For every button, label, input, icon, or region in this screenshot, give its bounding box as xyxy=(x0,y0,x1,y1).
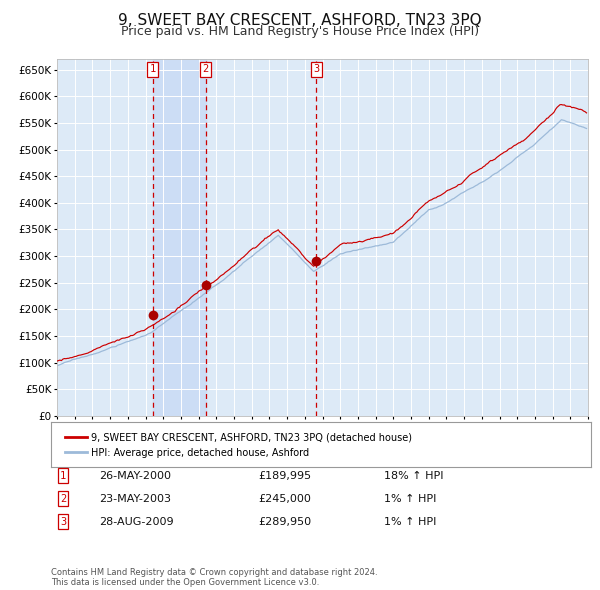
Text: 2: 2 xyxy=(202,64,209,74)
Text: 3: 3 xyxy=(313,64,320,74)
Text: £289,950: £289,950 xyxy=(258,517,311,526)
Text: Contains HM Land Registry data © Crown copyright and database right 2024.
This d: Contains HM Land Registry data © Crown c… xyxy=(51,568,377,587)
Text: 2: 2 xyxy=(60,494,66,503)
Text: 28-AUG-2009: 28-AUG-2009 xyxy=(99,517,173,526)
Legend: 9, SWEET BAY CRESCENT, ASHFORD, TN23 3PQ (detached house), HPI: Average price, d: 9, SWEET BAY CRESCENT, ASHFORD, TN23 3PQ… xyxy=(61,428,416,461)
Text: 1% ↑ HPI: 1% ↑ HPI xyxy=(384,494,436,503)
Text: 9, SWEET BAY CRESCENT, ASHFORD, TN23 3PQ: 9, SWEET BAY CRESCENT, ASHFORD, TN23 3PQ xyxy=(118,13,482,28)
Text: 1: 1 xyxy=(60,471,66,480)
Text: Price paid vs. HM Land Registry's House Price Index (HPI): Price paid vs. HM Land Registry's House … xyxy=(121,25,479,38)
Text: 3: 3 xyxy=(60,517,66,526)
Bar xyxy=(152,59,206,416)
Text: 1% ↑ HPI: 1% ↑ HPI xyxy=(384,517,436,526)
Text: 23-MAY-2003: 23-MAY-2003 xyxy=(99,494,171,503)
Text: 18% ↑ HPI: 18% ↑ HPI xyxy=(384,471,443,480)
Text: £245,000: £245,000 xyxy=(258,494,311,503)
Text: 26-MAY-2000: 26-MAY-2000 xyxy=(99,471,171,480)
Text: £189,995: £189,995 xyxy=(258,471,311,480)
Text: 1: 1 xyxy=(149,64,156,74)
